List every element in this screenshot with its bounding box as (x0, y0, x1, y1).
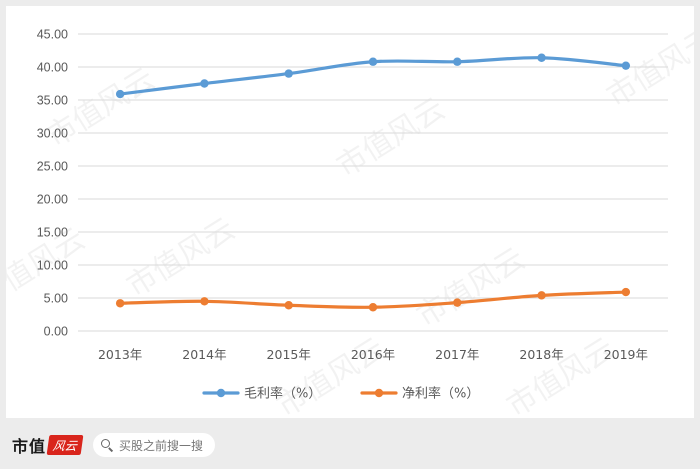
watermark-text: 市值风云 (41, 61, 161, 154)
watermark-text: 市值风云 (411, 241, 531, 334)
legend-marker (216, 388, 226, 398)
series-2-point (453, 298, 462, 307)
x-tick-label: 2017年 (435, 347, 479, 362)
series-1-point (284, 69, 293, 78)
brand-seal-icon: 风云 (46, 435, 84, 455)
x-axis-ticks: 2013年 2014年 2015年 2016年 2017年 2018年 2019年 (98, 347, 648, 362)
legend-label: 毛利率（%） (244, 386, 321, 402)
series-1-point (115, 89, 125, 99)
series-1-point (621, 61, 631, 70)
y-tick-label: 5.00 (44, 292, 68, 306)
search-box[interactable]: 买股之前搜一搜 (93, 433, 215, 457)
y-tick-label: 25.00 (37, 160, 68, 174)
series-2-point (115, 299, 125, 308)
x-tick-label: 2016年 (351, 347, 395, 362)
series-1-point (453, 57, 462, 66)
series-2-point (621, 287, 631, 297)
brand-logo[interactable]: 市值 风云 (12, 432, 84, 458)
watermark-text: 市值风云 (601, 21, 694, 114)
series-1-point (200, 79, 209, 88)
series-2-point (368, 303, 378, 312)
x-tick-label: 2014年 (182, 347, 226, 362)
y-axis-ticks: 0.00 5.00 10.00 15.00 20.00 25.00 30.00 35.00 40… (37, 28, 68, 339)
y-tick-label: 20.00 (37, 193, 68, 207)
y-tick-label: 40.00 (37, 61, 68, 75)
x-tick-label: 2019年 (604, 347, 648, 362)
search-placeholder: 买股之前搜一搜 (119, 438, 204, 453)
legend: 毛利率（%） 净利率（%） (202, 386, 479, 402)
x-tick-label: 2018年 (519, 347, 563, 362)
x-tick-label: 2013年 (98, 347, 142, 362)
watermark-text: 市值风云 (121, 211, 241, 304)
series-2-point (284, 301, 293, 310)
series-2-point (200, 297, 209, 306)
x-tick-label: 2015年 (267, 347, 311, 362)
series-1-point (368, 57, 378, 66)
y-tick-label: 45.00 (37, 28, 68, 42)
watermark-text: 市值风云 (331, 91, 451, 184)
watermark-text: 市值风云 (271, 331, 391, 418)
watermark-text: 市值风云 (501, 331, 621, 418)
footer-bar: 市值 风云 买股之前搜一搜 (0, 422, 700, 469)
grid-lines (78, 33, 668, 332)
search-icon (101, 439, 113, 451)
brand-text: 市值 (12, 437, 47, 456)
legend-marker (374, 388, 384, 398)
series-2-point (537, 291, 546, 300)
series-layer (115, 53, 631, 312)
chart-card: 市值风云 市值风云 市值风云 市值风云 市值风云 市值风云 市值风云 市值风云 0.00 5.0… (6, 6, 694, 418)
y-tick-label: 30.00 (37, 127, 68, 141)
y-tick-label: 15.00 (37, 226, 68, 240)
legend-label: 净利率（%） (402, 386, 479, 402)
y-tick-label: 0.00 (44, 325, 68, 339)
series-1-point (537, 53, 546, 62)
y-tick-label: 35.00 (37, 94, 68, 108)
y-tick-label: 10.00 (37, 259, 68, 273)
